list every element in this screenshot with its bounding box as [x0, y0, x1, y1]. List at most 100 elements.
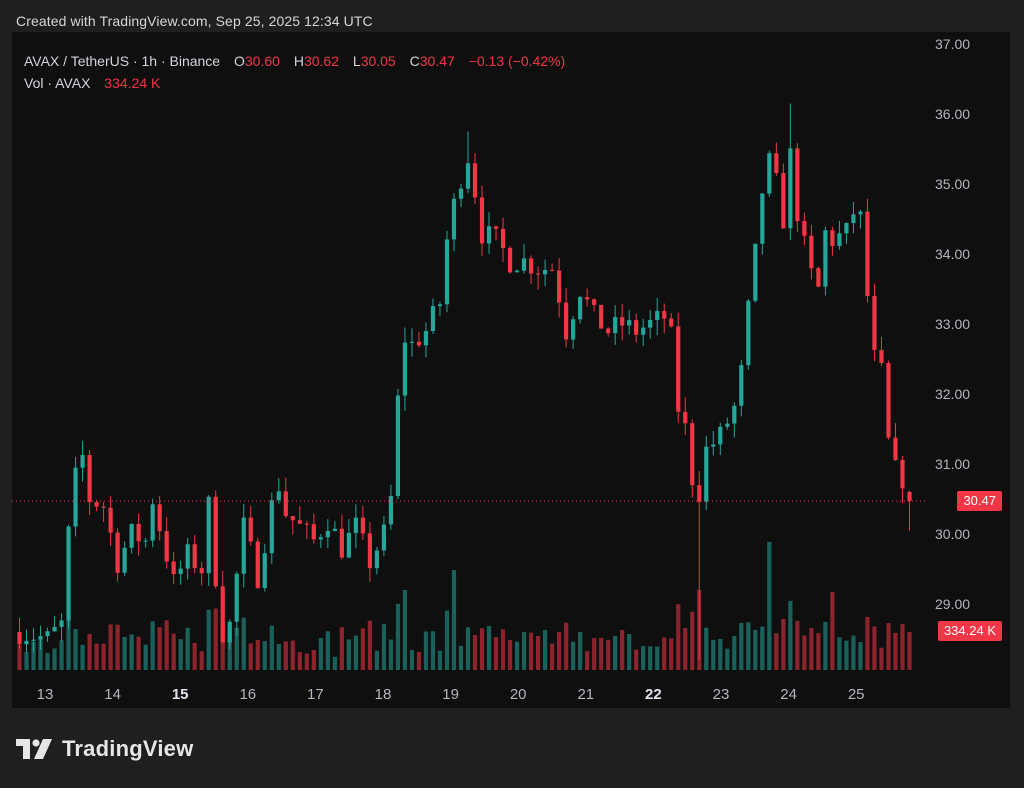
chart-panel[interactable]: 37.00 36.00 35.00 34.00 33.00 32.00 31.00 30.00… — [12, 32, 1010, 708]
volume-bar — [451, 570, 457, 670]
volume-bar — [900, 624, 905, 670]
x-tick-label: 24 — [780, 686, 797, 703]
candle-body — [753, 243, 758, 301]
volume-bar — [248, 643, 253, 670]
candle-body — [150, 504, 155, 541]
candle-body — [24, 640, 29, 645]
volume-layer — [17, 542, 912, 670]
candle-body — [94, 502, 99, 507]
volume-bar — [276, 644, 281, 670]
volume-bar — [129, 634, 134, 670]
volume-bar — [402, 590, 408, 670]
volume-bar — [220, 623, 225, 670]
volume-bar — [136, 636, 141, 670]
volume-bar — [430, 631, 436, 670]
volume-bar — [150, 621, 155, 670]
y-tick-label: 29.00 — [935, 596, 970, 612]
candle-body — [332, 528, 337, 531]
candlestick-chart[interactable]: 37.00 36.00 35.00 34.00 33.00 32.00 31.00 30.00… — [12, 32, 1010, 708]
candle-body — [767, 153, 772, 194]
volume-bar — [641, 646, 646, 670]
candle-body — [129, 523, 134, 548]
candle-body — [886, 363, 891, 438]
volume-bar — [409, 649, 415, 670]
candle-body — [486, 226, 492, 244]
volume-bar — [94, 643, 99, 670]
symbol-label[interactable]: AVAX / TetherUS · 1h · Binance — [24, 53, 221, 69]
volume-bar — [823, 621, 828, 670]
candle-body — [283, 491, 288, 517]
candle-body — [353, 517, 358, 533]
candle-body — [830, 230, 835, 247]
volume-bar — [564, 622, 569, 670]
low-label: L — [352, 53, 361, 69]
candle-body — [507, 248, 513, 273]
candle-body — [634, 320, 639, 335]
volume-bar — [739, 622, 744, 670]
candle-body — [592, 299, 597, 305]
candle-body — [837, 233, 842, 247]
volume-bar — [613, 635, 618, 670]
candle-body — [45, 631, 50, 637]
candle-body — [318, 537, 323, 540]
candle-body — [136, 523, 141, 542]
volume-bar — [472, 635, 478, 670]
candle-body — [423, 331, 429, 346]
volume-bar — [514, 641, 520, 670]
candle-body — [108, 507, 113, 533]
volume-bar — [59, 640, 64, 670]
volume-bar — [500, 629, 506, 670]
volume-bar — [122, 636, 127, 670]
candle-body — [255, 541, 260, 588]
volume-bar — [290, 640, 295, 670]
y-tick-label: 32.00 — [935, 386, 970, 402]
candle-body — [585, 297, 590, 300]
candle-body — [395, 395, 401, 497]
volume-bar — [802, 635, 807, 670]
volume-bar — [45, 653, 50, 670]
candle-body — [115, 532, 120, 573]
candle-body — [101, 506, 106, 508]
candle-body — [725, 423, 730, 427]
volume-bar — [711, 639, 716, 670]
volume-bar — [339, 627, 344, 670]
volume-bar — [872, 626, 877, 670]
volume-bar — [893, 632, 898, 670]
volume-bar — [353, 635, 358, 670]
candle-body — [199, 568, 204, 574]
volume-bar — [683, 627, 688, 670]
x-tick-label: 23 — [713, 686, 730, 703]
candle-body — [711, 444, 716, 447]
candle-body — [893, 437, 898, 461]
high-value: 30.62 — [303, 53, 339, 69]
candle-body — [500, 228, 506, 249]
y-tick-label: 34.00 — [935, 246, 970, 262]
volume-bar — [171, 633, 176, 670]
volume-bar — [213, 608, 218, 670]
candle-body — [122, 547, 127, 573]
change-value: −0.13 (−0.42%) — [468, 53, 566, 69]
candle-body — [571, 319, 576, 340]
candle-body — [325, 530, 330, 538]
volume-bar — [690, 611, 695, 670]
y-tick-label: 35.00 — [935, 176, 970, 192]
x-tick-label: 16 — [239, 686, 256, 703]
candle-body — [655, 311, 660, 320]
time-axis: 13 14 15 16 17 18 19 20 21 22 23 24 25 — [37, 686, 865, 703]
y-tick-label: 30.00 — [935, 526, 970, 542]
candle-body — [297, 520, 302, 524]
volume-label: Vol · AVAX — [24, 75, 91, 91]
x-tick-label: 25 — [848, 686, 865, 703]
volume-bar — [465, 627, 471, 670]
candle-body — [844, 223, 849, 234]
tradingview-logo[interactable]: TradingView — [16, 735, 193, 763]
candle-body — [409, 341, 415, 343]
open-label: O — [234, 53, 245, 69]
volume-bar — [52, 648, 57, 670]
volume-bar — [17, 645, 22, 670]
candle-body — [234, 573, 239, 622]
volume-bar — [493, 637, 499, 670]
volume-bar — [746, 622, 751, 670]
volume-bar — [164, 620, 169, 670]
candle-body — [206, 496, 211, 574]
